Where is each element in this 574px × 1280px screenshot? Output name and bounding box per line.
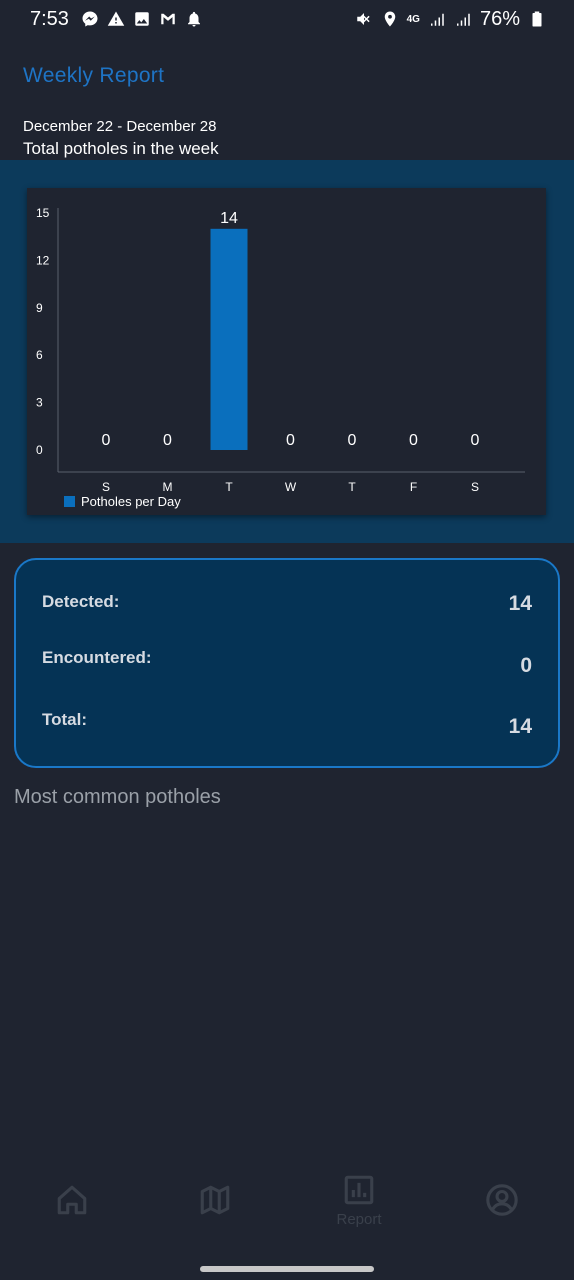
y-tick-label: 0 <box>36 443 43 457</box>
battery-icon <box>528 10 546 28</box>
bar-value-label: 0 <box>348 432 357 449</box>
map-icon <box>200 1185 230 1215</box>
location-icon <box>381 10 399 28</box>
y-tick-label: 3 <box>36 396 43 410</box>
total-label: Total: <box>42 710 88 729</box>
nav-map[interactable] <box>175 1165 255 1235</box>
signal-icon <box>454 10 472 28</box>
home-icon <box>57 1185 87 1215</box>
y-tick-label: 12 <box>36 253 50 267</box>
x-tick-label: W <box>285 480 297 494</box>
chart-subtitle: Total potholes in the week <box>23 139 219 158</box>
chart-legend: Potholes per Day <box>64 494 181 509</box>
battery-percent: 76% <box>479 7 520 30</box>
y-tick-label: 15 <box>36 206 50 220</box>
warning-icon <box>107 10 125 28</box>
x-tick-label: T <box>348 480 356 494</box>
mute-icon <box>355 10 373 28</box>
bar-value-label: 0 <box>163 432 172 449</box>
encountered-value: 0 <box>520 654 532 677</box>
page-title: Weekly Report <box>23 64 165 87</box>
x-tick-label: S <box>102 480 110 494</box>
nav-home[interactable] <box>32 1165 112 1235</box>
legend-label: Potholes per Day <box>81 494 181 509</box>
detected-label: Detected: <box>42 592 120 611</box>
bar-chart: 0 3 6 9 12 15 0 S 0 M 14 T 0 W 0 T 0 F 0 S <box>36 206 525 494</box>
y-tick-label: 6 <box>36 348 43 362</box>
bottom-nav: Report <box>0 1165 574 1235</box>
x-tick-label: M <box>163 480 173 494</box>
nav-report[interactable]: Report <box>319 1165 399 1235</box>
home-indicator <box>200 1266 374 1272</box>
x-tick-label: S <box>471 480 479 494</box>
bar-chart-card: 0 3 6 9 12 15 0 S 0 M 14 T 0 W 0 T 0 F 0 S Potholes per Day <box>27 188 546 515</box>
total-value: 14 <box>508 715 532 738</box>
gmail-icon <box>159 10 177 28</box>
bar-value-label: 0 <box>286 432 295 449</box>
bar-value-label: 0 <box>471 432 480 449</box>
signal-icon <box>428 10 446 28</box>
status-time: 7:53 <box>30 7 69 30</box>
profile-icon <box>486 1184 518 1216</box>
bell-icon <box>185 10 203 28</box>
network-type: 4G <box>406 13 420 25</box>
bar <box>210 228 248 450</box>
y-tick-label: 9 <box>36 301 43 315</box>
gallery-icon <box>133 10 151 28</box>
nav-profile[interactable] <box>462 1165 542 1235</box>
stats-card: Detected: 14 Encountered: 0 Total: 14 <box>14 558 560 768</box>
bar-value-label: 0 <box>409 432 418 449</box>
x-tick-label: T <box>225 480 233 494</box>
x-tick-label: F <box>410 480 417 494</box>
encountered-label: Encountered: <box>42 648 152 667</box>
most-common-potholes-title: Most common potholes <box>14 786 221 808</box>
legend-swatch <box>64 496 75 507</box>
nav-report-label: Report <box>336 1211 382 1228</box>
date-range: December 22 - December 28 <box>23 118 217 135</box>
bar-value-label: 14 <box>220 210 238 227</box>
messenger-icon <box>81 10 99 28</box>
detected-value: 14 <box>508 592 532 615</box>
bar-chart-icon <box>344 1175 374 1205</box>
bar-value-label: 0 <box>102 432 111 449</box>
status-bar: 7:53 4G 76% <box>0 0 574 38</box>
